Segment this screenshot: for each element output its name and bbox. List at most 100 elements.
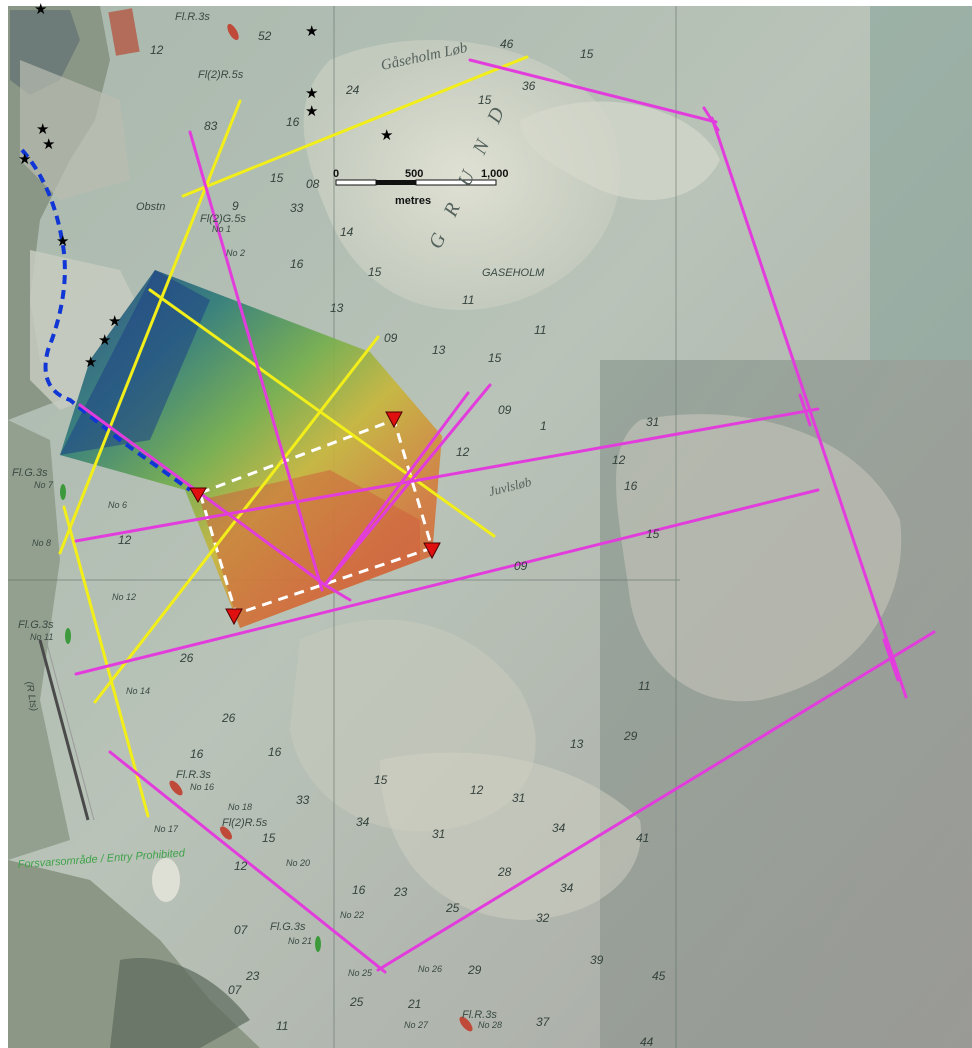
depth-value: 15 xyxy=(478,93,492,107)
marker-triangle-icon[interactable] xyxy=(385,411,403,429)
depth-value: 34 xyxy=(560,881,574,895)
red-triangle-markers xyxy=(189,411,441,626)
buoy-label: No 8 xyxy=(32,538,51,548)
place-gaseholm: GASEHOLM xyxy=(482,267,545,279)
depth-value: 13 xyxy=(432,343,446,357)
lights-label: (R Lts) xyxy=(23,681,39,712)
marker-triangle-icon[interactable] xyxy=(423,542,441,560)
scale-tick-500: 500 xyxy=(405,168,423,180)
star-icon: ★ xyxy=(18,150,31,168)
depth-value: 23 xyxy=(393,885,408,899)
buoy-label: No 16 xyxy=(190,782,214,792)
depth-value: 09 xyxy=(384,331,398,345)
depth-value: 07 xyxy=(228,983,243,997)
buoy-label: No 17 xyxy=(154,824,179,834)
star-icon: ★ xyxy=(108,312,121,330)
star-icon: ★ xyxy=(34,0,47,18)
depth-value: 31 xyxy=(432,827,445,841)
buoy-label: No 27 xyxy=(404,1020,429,1030)
scale-tick-1000: 1,000 xyxy=(481,168,509,180)
depth-value: 11 xyxy=(462,293,474,307)
depth-value: 23 xyxy=(245,969,260,983)
star-icon: ★ xyxy=(305,102,318,120)
star-icon: ★ xyxy=(305,22,318,40)
depth-value: 16 xyxy=(352,883,366,897)
depth-value: 13 xyxy=(570,737,584,751)
star-icon: ★ xyxy=(56,232,69,250)
depth-value: 12 xyxy=(234,859,248,873)
depth-value: 12 xyxy=(470,783,484,797)
buoy-label: No 21 xyxy=(288,936,312,946)
depth-value: 21 xyxy=(407,997,421,1011)
buoy-label: No 11 xyxy=(30,632,53,642)
depth-value: 16 xyxy=(190,747,204,761)
depth-value: 15 xyxy=(646,527,660,541)
buoy-label: No 14 xyxy=(126,686,150,696)
star-icon: ★ xyxy=(380,126,393,144)
depth-value: 12 xyxy=(456,445,470,459)
depth-value: 16 xyxy=(290,257,304,271)
star-icon: ★ xyxy=(84,353,97,371)
scale-tick-0: 0 xyxy=(333,168,339,180)
buoy-label: No 26 xyxy=(418,964,442,974)
star-icon: ★ xyxy=(42,135,55,153)
depth-value: 12 xyxy=(612,453,626,467)
depth-value: 28 xyxy=(497,865,512,879)
star-icon: ★ xyxy=(36,120,49,138)
light-label: Fl.G.3s xyxy=(270,921,306,933)
depth-value: 09 xyxy=(514,559,528,573)
depth-value: 26 xyxy=(179,651,194,665)
depth-value: 12 xyxy=(118,533,132,547)
depth-value: 08 xyxy=(306,177,320,191)
depth-value: 15 xyxy=(374,773,388,787)
buoy-label: No 18 xyxy=(228,802,252,812)
depth-value: 07 xyxy=(234,923,249,937)
buoy-label: No 7 xyxy=(34,480,54,490)
marker-triangle-icon[interactable] xyxy=(225,608,243,626)
depth-value: 15 xyxy=(488,351,502,365)
buoy-shapes xyxy=(60,8,473,1032)
depth-value: 15 xyxy=(270,171,284,185)
light-label: Fl.G.3s xyxy=(18,619,54,631)
depth-value: 29 xyxy=(623,729,638,743)
coastline-dashed-line xyxy=(20,148,192,492)
depth-value: 24 xyxy=(345,83,360,97)
depth-value: 25 xyxy=(349,995,364,1009)
depth-value: 33 xyxy=(290,201,304,215)
light-label: Fl(2)R.5s xyxy=(222,817,268,829)
survey-lines-magenta xyxy=(74,58,936,974)
depth-value: 13 xyxy=(330,301,344,315)
depth-value: 46 xyxy=(500,37,514,51)
depth-value: 1 xyxy=(540,419,547,433)
depth-value: 15 xyxy=(262,831,276,845)
obstruction-label: Obstn xyxy=(136,201,165,213)
depth-value: 11 xyxy=(638,679,650,693)
depth-value: 44 xyxy=(640,1035,654,1048)
light-label: Fl(2)R.5s xyxy=(198,69,244,81)
scale-bar: 0 500 1,000 metres xyxy=(333,168,509,207)
buoy-label: No 2 xyxy=(226,248,245,258)
depth-value: 09 xyxy=(498,403,512,417)
depth-value: 31 xyxy=(646,415,659,429)
buoy-label: No 1 xyxy=(212,224,231,234)
depth-value: 9 xyxy=(232,199,239,213)
depth-value: 15 xyxy=(368,265,382,279)
buoy-label: No 25 xyxy=(348,968,373,978)
depth-value: 29 xyxy=(467,963,482,977)
depth-value: 12 xyxy=(150,43,164,57)
buoy-label: No 12 xyxy=(112,592,136,602)
depth-value: 25 xyxy=(445,901,460,915)
depth-value: 33 xyxy=(296,793,310,807)
star-markers: ★ ★ ★ ★ ★ ★ ★ ★ ★ ★ ★ ★ xyxy=(18,0,393,371)
depth-value: 16 xyxy=(624,479,638,493)
depth-value: 41 xyxy=(636,831,649,845)
buoy-label: No 22 xyxy=(340,910,364,920)
buoy-label: No 28 xyxy=(478,1020,502,1030)
depth-value: 15 xyxy=(580,47,594,61)
depth-value: 37 xyxy=(536,1015,551,1029)
buoy-label: No 20 xyxy=(286,858,310,868)
marker-triangle-icon[interactable] xyxy=(189,487,207,504)
star-icon: ★ xyxy=(98,331,111,349)
